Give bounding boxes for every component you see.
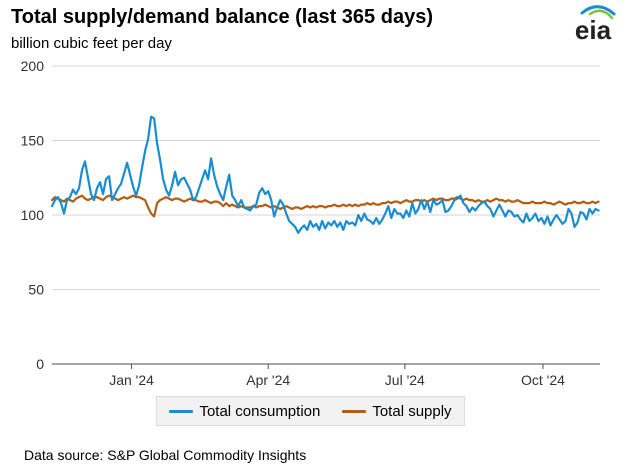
gridlines	[52, 65, 600, 290]
series-lines	[50, 115, 600, 234]
legend-item-consumption[interactable]: Total consumption	[169, 403, 320, 420]
legend-label-supply: Total supply	[372, 402, 452, 420]
logo-arc-blue	[580, 5, 616, 16]
legend-swatch-consumption	[169, 409, 194, 413]
eia-logo[interactable]: eia	[566, 2, 620, 44]
logo-arc-green	[588, 9, 614, 20]
x-axis: Jan '24 Apr '24 Jul '24 Oct '24	[52, 363, 600, 388]
data-source: Data source: S&P Global Commodity Insigh…	[24, 447, 307, 463]
y-tick-label-50: 50	[28, 282, 44, 298]
x-tick-label-1: Apr '24	[246, 372, 290, 388]
x-tick-label-2: Jul '24	[385, 372, 425, 388]
y-tick-label-200: 200	[21, 58, 45, 74]
chart-title: Total supply/demand balance (last 365 da…	[11, 6, 433, 28]
legend-swatch-supply	[342, 409, 367, 413]
chart-subtitle: billion cubic feet per day	[11, 35, 172, 52]
legend-label-consumption: Total consumption	[199, 402, 321, 420]
x-tick-label-0: Jan '24	[109, 372, 154, 388]
legend-item-supply[interactable]: Total supply	[342, 402, 452, 420]
y-tick-label-100: 100	[21, 207, 45, 223]
series-line-supply	[50, 194, 600, 218]
y-tick-label-150: 150	[21, 133, 45, 149]
series-line-consumption	[50, 115, 600, 234]
y-axis: 0 50 100 150 200	[21, 58, 45, 372]
x-tick-label-3: Oct '24	[521, 372, 565, 388]
legend: Total consumption Total supply	[156, 396, 465, 426]
logo-text: eia	[575, 15, 612, 44]
y-tick-label-0: 0	[36, 356, 44, 372]
